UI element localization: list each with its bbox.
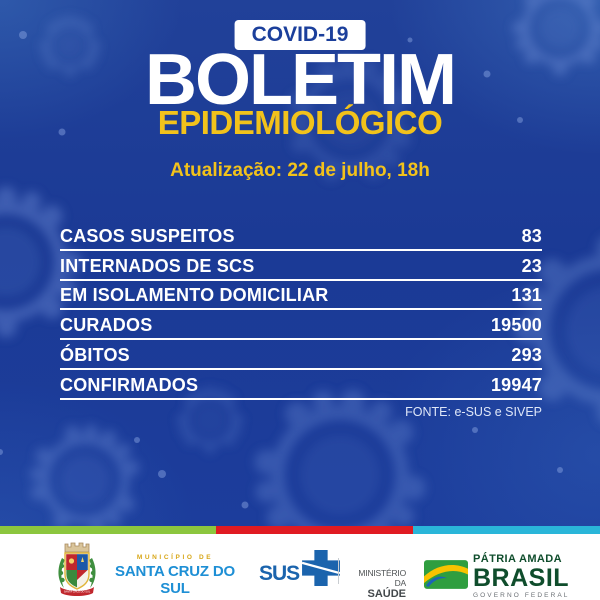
tricolor-stripe (0, 526, 600, 534)
stat-label: ÓBITOS (60, 344, 130, 365)
stripe-red-segment (216, 526, 413, 534)
municipality-wordmark: MUNICÍPIO DE SANTA CRUZ DO SUL (108, 554, 242, 597)
table-row: CURADOS 19500 (60, 310, 542, 341)
table-row: ÓBITOS 293 (60, 340, 542, 370)
sus-cross-icon (301, 550, 341, 591)
patria-amada-text: PÁTRIA AMADA (473, 553, 562, 565)
seal-banner-text: SANTA CRUZ DO SUL (64, 589, 91, 593)
table-row: CASOS SUSPEITOS 83 (60, 221, 542, 251)
stat-value: 19947 (490, 374, 542, 395)
virus-pattern-background (0, 0, 600, 534)
stat-value: 23 (521, 255, 542, 276)
brasil-text: BRASIL (473, 564, 570, 592)
stat-label: EM ISOLAMENTO DOMICILIAR (60, 285, 329, 306)
page-subtitle: EPIDEMIOLÓGICO (157, 104, 443, 141)
ministry-line2: SAÚDE (367, 588, 406, 600)
stripe-cyan-segment (412, 526, 600, 534)
stat-value: 19500 (490, 315, 542, 336)
stat-value: 131 (511, 285, 542, 306)
footer-divider (338, 558, 339, 584)
covid19-badge: COVID-19 (234, 20, 366, 50)
stats-table: CASOS SUSPEITOS 83 INTERNADOS DE SCS 23 … (60, 221, 542, 419)
table-row: CONFIRMADOS 19947 (60, 370, 542, 400)
ministry-of-health-wordmark: MINISTÉRIO DA SAÚDE (350, 568, 406, 600)
brazil-flag-icon (424, 559, 468, 594)
governo-federal-text: GOVERNO FEDERAL (473, 592, 570, 599)
sus-wordmark: SUS (259, 561, 300, 585)
municipality-small-label: MUNICÍPIO DE (136, 554, 214, 561)
stat-label: CURADOS (60, 315, 153, 336)
update-timestamp: Atualização: 22 de julho, 18h (170, 160, 430, 181)
data-source-note: FONTE: e-SUS e SIVEP (405, 404, 542, 419)
stripe-green-segment (0, 526, 216, 534)
page-title: BOLETIM (145, 40, 457, 120)
municipality-seal-icon: SANTA CRUZ DO SUL (56, 540, 98, 600)
stat-label: CONFIRMADOS (60, 374, 199, 395)
footer-logos-bar: SANTA CRUZ DO SUL MUNICÍPIO DE SANTA CRU… (0, 534, 600, 600)
virus-illustration (0, 0, 600, 534)
municipality-name: SANTA CRUZ DO SUL (115, 563, 235, 597)
sus-logo: SUS (259, 550, 341, 591)
stat-label: INTERNADOS DE SCS (60, 255, 255, 276)
table-row: EM ISOLAMENTO DOMICILIAR 131 (60, 281, 542, 311)
stat-label: CASOS SUSPEITOS (60, 225, 235, 246)
stat-value: 83 (521, 225, 542, 246)
stat-value: 293 (511, 344, 542, 365)
ministry-line1: MINISTÉRIO DA (358, 568, 406, 588)
table-row: INTERNADOS DE SCS 23 (60, 251, 542, 281)
federal-government-wordmark: PÁTRIA AMADA BRASIL GOVERNO FEDERAL (473, 554, 570, 600)
federal-government-logo: PÁTRIA AMADA BRASIL GOVERNO FEDERAL (424, 554, 570, 600)
